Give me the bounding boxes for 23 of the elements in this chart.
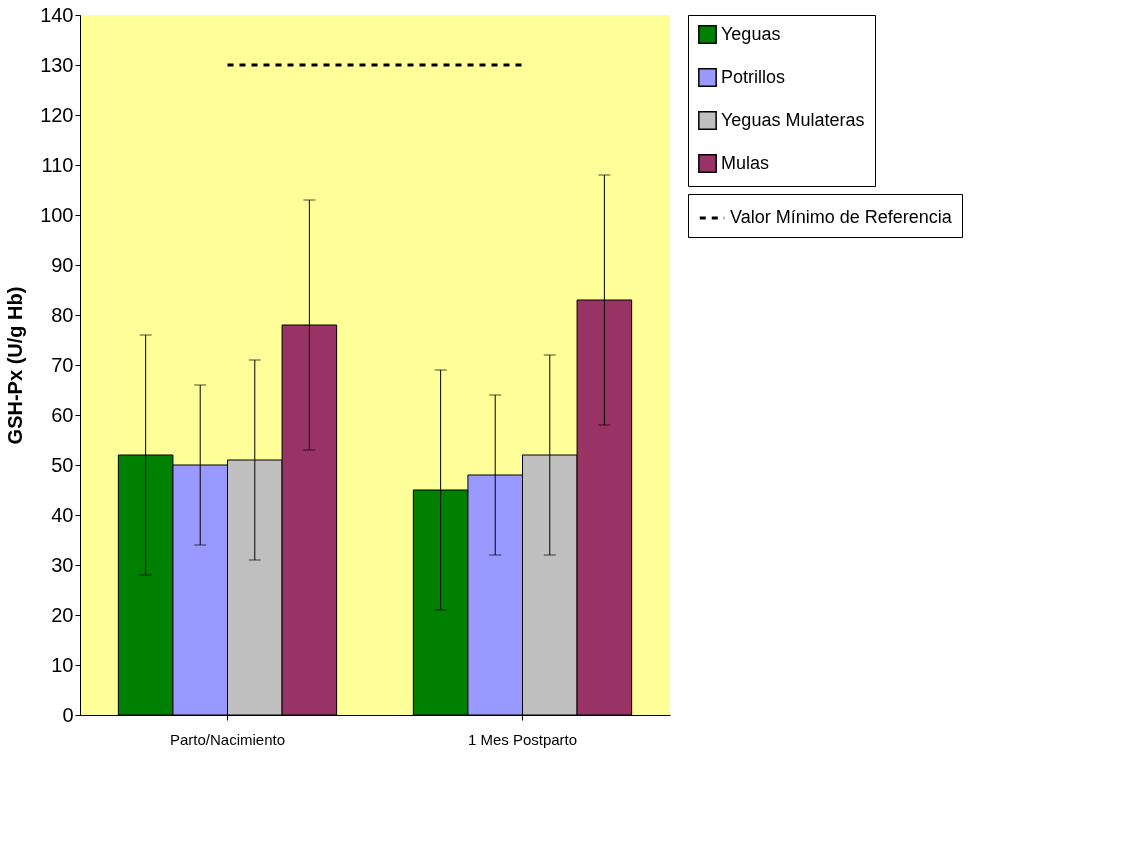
y-tick-label: 110: [41, 153, 74, 176]
legend-label: Mulas: [721, 152, 770, 173]
y-tick-label: 90: [51, 253, 74, 276]
y-tick-label: 30: [51, 553, 74, 576]
legend-label: Potrillos: [721, 66, 786, 87]
y-tick-label: 80: [51, 303, 74, 326]
y-tick-label: 40: [51, 503, 74, 526]
y-tick-label: 130: [40, 53, 74, 76]
y-tick-label: 60: [51, 403, 74, 426]
legend-label: Yeguas Mulateras: [721, 109, 865, 130]
legend-label: Yeguas: [721, 23, 781, 44]
legend-label: Valor Mínimo de Referencia: [730, 207, 953, 227]
y-axis-title: GSH-Px (U/g Hb): [4, 286, 27, 445]
y-tick-label: 100: [40, 203, 74, 226]
y-tick-label: 70: [51, 353, 74, 376]
y-tick-label: 20: [51, 603, 74, 626]
x-tick-label: 1 Mes Postparto: [467, 730, 578, 748]
y-tick-label: 140: [40, 3, 74, 26]
y-tick-label: 0: [62, 703, 74, 726]
y-tick-label: 50: [51, 453, 74, 476]
y-tick-label: 10: [51, 653, 74, 676]
y-tick-label: 120: [40, 103, 74, 126]
x-tick-label: Parto/Nacimiento: [169, 730, 286, 748]
